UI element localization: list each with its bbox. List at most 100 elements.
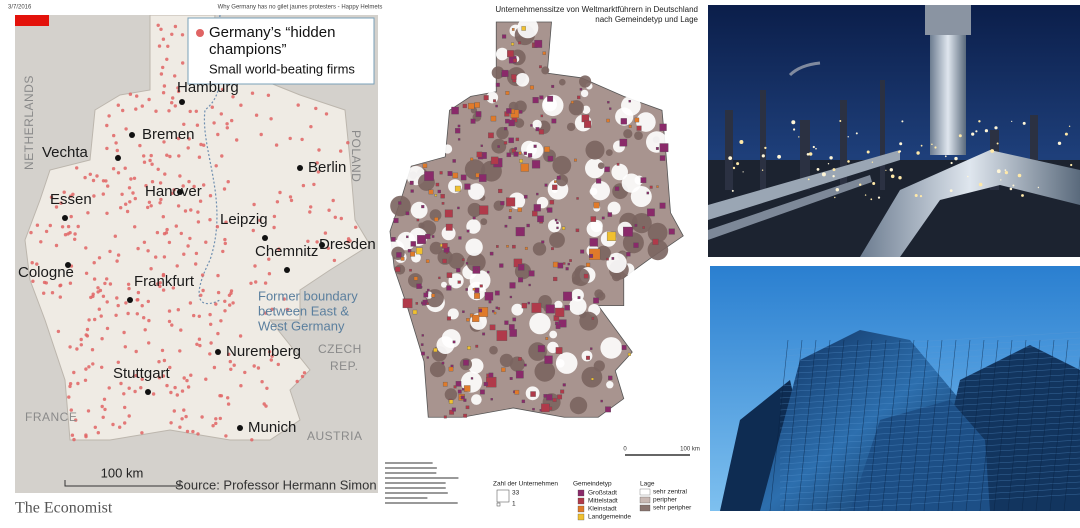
firm-dot <box>86 409 91 413</box>
firm-dot <box>83 175 87 180</box>
firm-dot <box>275 200 280 204</box>
firm-dot <box>183 209 188 213</box>
region-patch <box>491 66 505 79</box>
firm-square <box>659 155 666 161</box>
firm-dot <box>175 393 179 397</box>
light <box>984 129 989 133</box>
region-patch <box>571 268 590 287</box>
firm-dot <box>346 141 350 145</box>
firm-dot <box>131 191 135 195</box>
firm-dot <box>194 109 198 114</box>
firm-dot <box>249 281 253 285</box>
region-patch <box>594 289 604 299</box>
firm-dot <box>105 326 110 331</box>
type-swatch <box>577 513 585 521</box>
firm-square <box>426 356 429 359</box>
firm-square <box>533 204 541 212</box>
firm-dot <box>188 109 192 114</box>
city-dot <box>129 132 135 138</box>
firm-square <box>465 262 469 265</box>
region-patch <box>469 270 491 291</box>
firm-dot <box>274 143 279 147</box>
firm-dot <box>176 89 181 94</box>
firm-dot <box>134 107 138 111</box>
firm-square <box>472 216 476 220</box>
firm-square <box>506 245 509 248</box>
firm-dot <box>104 179 108 183</box>
tower <box>725 110 733 190</box>
type-swatch <box>577 497 585 505</box>
firm-dot <box>221 249 225 254</box>
firm-dot <box>115 259 119 263</box>
region-patch <box>547 341 559 354</box>
firm-square <box>586 355 590 360</box>
boundary-note: West Germany <box>258 318 345 333</box>
firm-square <box>462 388 465 391</box>
city-dot <box>145 389 151 395</box>
firm-dot <box>186 244 190 248</box>
firm-square <box>545 337 549 340</box>
firm-dot <box>98 288 103 293</box>
light <box>1004 169 1007 172</box>
firm-dot <box>268 350 272 354</box>
window-line <box>779 469 1080 489</box>
firm-dot <box>149 267 153 271</box>
light <box>847 160 850 163</box>
country-label: POLAND <box>349 130 363 182</box>
firm-dot <box>165 153 169 157</box>
light <box>877 196 881 199</box>
location-label: sehr zentral <box>653 489 688 496</box>
firm-dot <box>128 92 133 96</box>
firm-dot <box>199 142 203 147</box>
light <box>975 130 978 133</box>
firm-square <box>398 201 402 205</box>
firm-dot <box>133 389 137 394</box>
firm-square <box>490 115 497 122</box>
light <box>791 120 796 125</box>
firm-square <box>464 183 471 190</box>
firm-square <box>589 238 598 247</box>
brand: The Economist <box>15 500 113 517</box>
firm-dot <box>116 360 121 364</box>
firm-dot <box>201 288 205 293</box>
firm-dot <box>173 24 178 29</box>
legend-title: Germany’s “hidden <box>209 24 335 41</box>
firm-dot <box>331 198 335 203</box>
firm-dot <box>332 258 337 263</box>
firm-dot <box>204 240 208 244</box>
firm-dot <box>88 172 93 176</box>
firm-dot <box>111 167 116 171</box>
firm-square <box>552 397 557 402</box>
firm-square <box>422 301 426 306</box>
firm-dot <box>133 196 137 201</box>
refinery-photo <box>708 5 1080 257</box>
firm-dot <box>108 249 112 254</box>
firm-dot <box>68 345 72 349</box>
firm-dot <box>200 273 205 277</box>
firm-dot <box>204 377 208 381</box>
light <box>898 176 902 180</box>
type-swatch <box>577 505 585 513</box>
firm-dot <box>282 297 286 301</box>
firm-square <box>628 100 631 103</box>
firm-dot <box>142 316 146 320</box>
firm-dot <box>100 404 104 409</box>
germany <box>24 15 371 441</box>
firm-square <box>461 258 465 262</box>
firm-dot <box>173 385 177 390</box>
firm-dot <box>208 312 212 317</box>
firm-square <box>569 259 572 262</box>
firm-square <box>565 267 569 271</box>
firm-dot <box>72 437 76 442</box>
firm-square <box>475 268 478 271</box>
firm-dot <box>219 394 224 398</box>
legend-title: champions” <box>209 41 287 58</box>
firm-dot <box>97 307 102 311</box>
firm-square <box>434 194 438 197</box>
firm-dot <box>101 192 106 196</box>
firm-dot <box>127 386 131 390</box>
firm-square <box>614 186 620 191</box>
firm-square <box>454 185 461 192</box>
firm-square <box>619 138 628 147</box>
date: 3/7/2016 <box>8 5 32 11</box>
